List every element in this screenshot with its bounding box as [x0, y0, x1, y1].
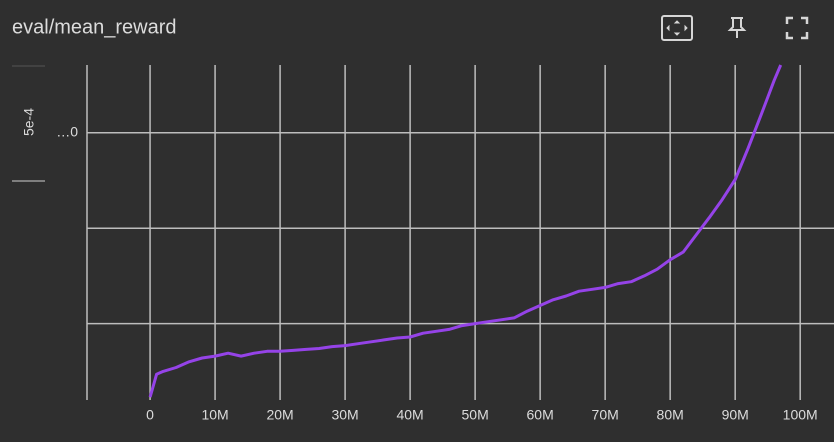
x-tick-label: 80M [657, 407, 684, 423]
x-tick-label: 70M [592, 407, 619, 423]
fit-icon[interactable] [661, 15, 693, 41]
x-tick-label: 30M [331, 407, 358, 423]
y-axis-label: 5e-4 [21, 108, 37, 136]
chart-title: eval/mean_reward [12, 16, 177, 38]
x-tick-label: 60M [527, 407, 554, 423]
x-tick-label: 0 [146, 407, 154, 423]
y-tick-label: …0 [56, 123, 78, 139]
series-line [148, 64, 783, 398]
fullscreen-icon[interactable] [785, 16, 809, 40]
x-tick-label: 100M [783, 407, 818, 423]
x-tick-label: 40M [396, 407, 423, 423]
x-tick-label: 50M [462, 407, 489, 423]
x-tick-label: 90M [722, 407, 749, 423]
x-tick-label: 10M [201, 407, 228, 423]
x-tick-label: 20M [266, 407, 293, 423]
pin-icon[interactable] [727, 17, 747, 38]
